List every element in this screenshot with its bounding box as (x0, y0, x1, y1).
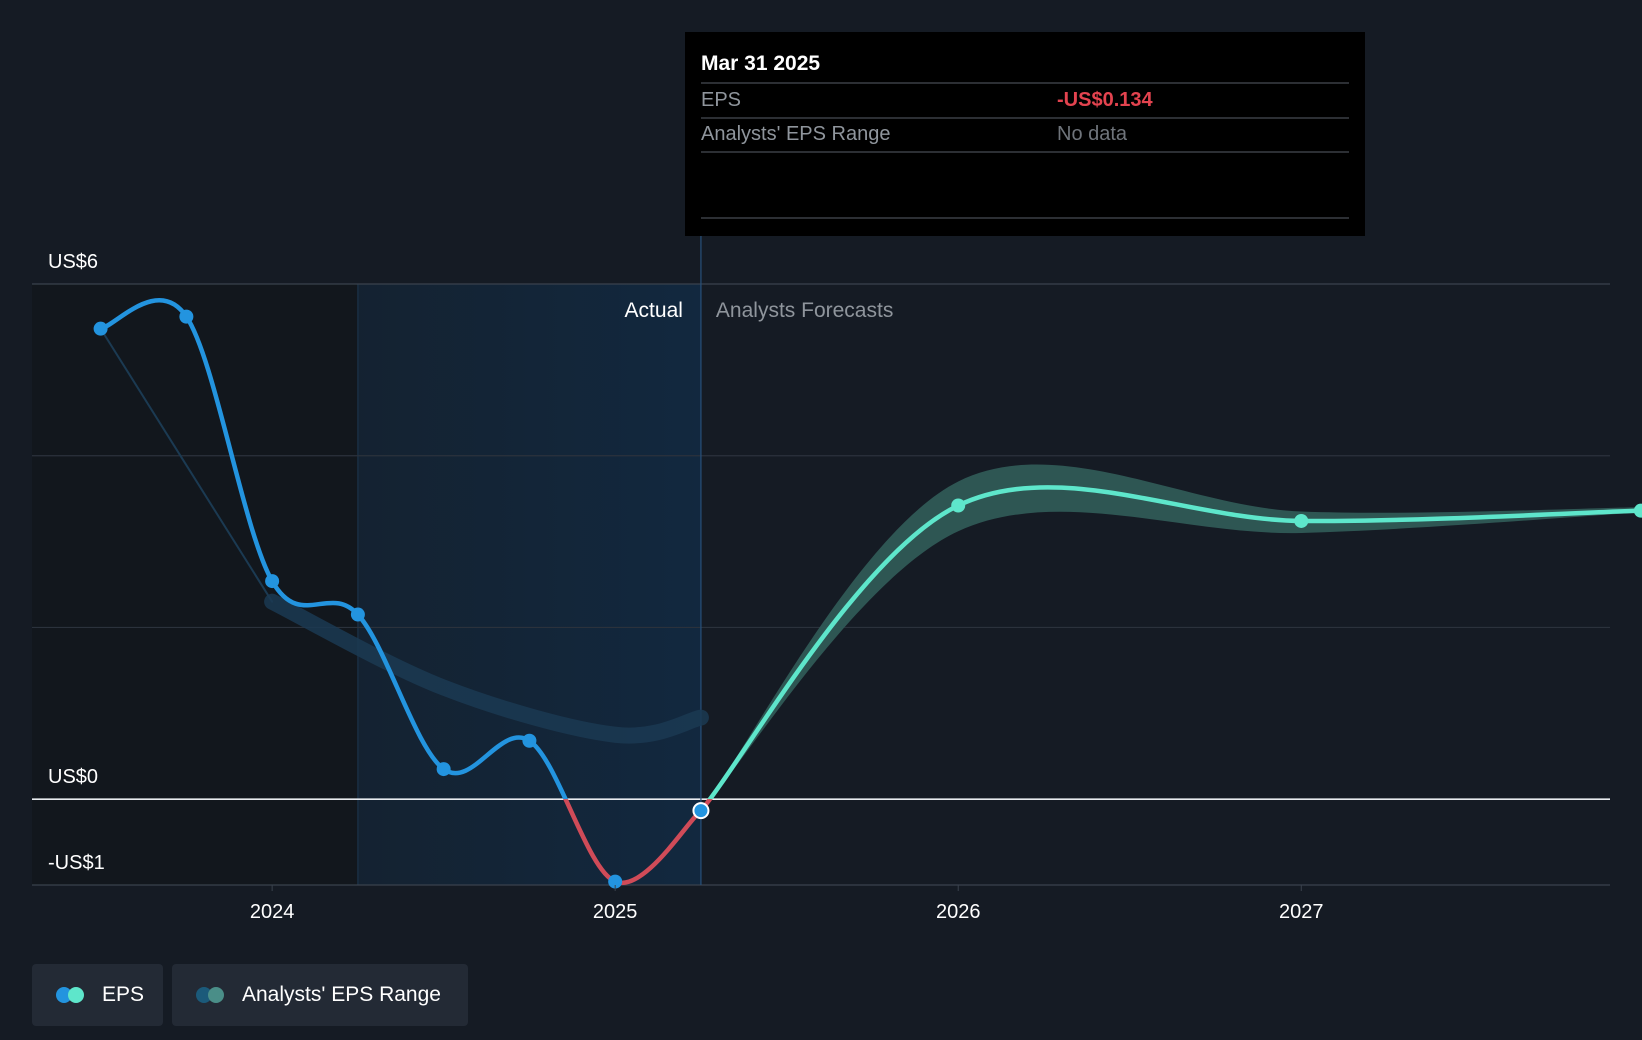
eps-highlight-point (692, 802, 710, 820)
x-tick-label: 2027 (1279, 901, 1324, 923)
past-region (32, 284, 358, 885)
legend-eps-label: EPS (102, 983, 145, 1006)
eps-actual-line (99, 298, 569, 800)
legend-analysts-eps-range[interactable]: Analysts' EPS Range (172, 964, 468, 1026)
y-tick-label: US$6 (48, 251, 98, 273)
y-tick-label: -US$1 (48, 852, 105, 874)
eps-actual-point (93, 321, 108, 336)
x-tick-label: 2026 (936, 901, 981, 923)
tooltip-box (685, 32, 1365, 236)
eps-actual-point (265, 574, 280, 589)
legend-range-label: Analysts' EPS Range (242, 983, 441, 1006)
legend-eps[interactable]: EPS (32, 964, 163, 1026)
past-trend-thin (99, 327, 274, 603)
forecast-section-label: Analysts Forecasts (716, 299, 893, 322)
tooltip-date: Mar 31 2025 (701, 52, 820, 75)
x-tick-label: 2025 (593, 901, 638, 923)
eps-forecast-point (1633, 503, 1642, 518)
x-tick-label: 2024 (250, 901, 295, 923)
eps-legend-icon (56, 987, 86, 1003)
range-legend-icon (196, 987, 226, 1003)
eps-actual-point (436, 762, 451, 777)
eps-actual-point (179, 309, 194, 324)
y-tick-label: US$0 (48, 766, 98, 788)
eps-actual-point (608, 874, 623, 889)
tooltip-row-value: -US$0.134 (1057, 89, 1153, 111)
eps-forecast-line-negative (699, 799, 713, 813)
past-trend-band (264, 593, 709, 744)
actual-highlight-region (357, 284, 701, 885)
eps-actual-point (350, 607, 365, 622)
actual-section-label: Actual (625, 299, 683, 322)
eps-forecast-point (951, 498, 966, 513)
eps-forecast-point (1294, 513, 1309, 528)
eps-actual-point (522, 733, 537, 748)
eps-forecast-line (707, 485, 1641, 800)
tooltip-row-value: No data (1057, 123, 1128, 145)
eps-actual-line-negative (563, 799, 703, 886)
tooltip-row-label: EPS (701, 89, 741, 111)
tooltip-row-label: Analysts' EPS Range (701, 123, 890, 145)
